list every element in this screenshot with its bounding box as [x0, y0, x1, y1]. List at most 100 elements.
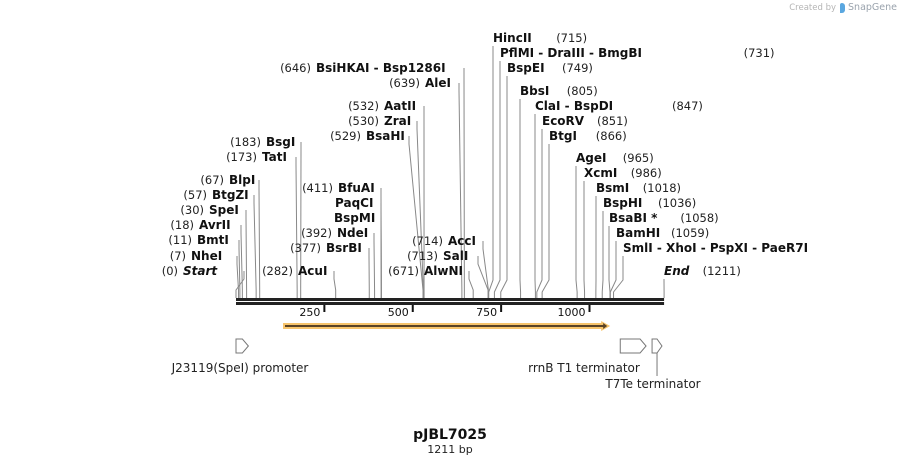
site-name: SpeI: [209, 203, 239, 217]
restriction-site[interactable]: SpeI (30): [180, 203, 238, 217]
restriction-site[interactable]: BsrBI (377): [290, 241, 362, 255]
restriction-site[interactable]: BsaBI * (1058): [609, 211, 719, 225]
restriction-site[interactable]: BamHI (1059): [616, 226, 709, 240]
restriction-site[interactable]: BspMI: [334, 211, 375, 225]
restriction-site[interactable]: BspEI (749): [507, 61, 593, 75]
site-position: (1018): [643, 181, 681, 195]
restriction-site[interactable]: BmtI (11): [168, 233, 228, 247]
site-position: (749): [562, 61, 593, 75]
site-name: BsaBI *: [609, 211, 658, 225]
site-position: (851): [597, 114, 628, 128]
restriction-site[interactable]: Start (0): [162, 264, 219, 278]
restriction-site[interactable]: BlpI (67): [200, 173, 255, 187]
site-leader-line: [295, 157, 298, 298]
terminator-feature[interactable]: rrnB T1 terminator: [528, 338, 647, 375]
site-name: TatI: [262, 150, 287, 164]
site-leader-line: [236, 256, 239, 298]
terminator-feature[interactable]: T7Te terminator: [604, 338, 701, 391]
restriction-site[interactable]: BsgI (183): [230, 135, 295, 149]
restriction-site[interactable]: AcuI (282): [262, 264, 327, 278]
site-position: (0): [162, 264, 178, 278]
ruler-tick-label: 1000: [558, 306, 586, 319]
restriction-site[interactable]: BtgZI (57): [183, 188, 248, 202]
site-name: BsrBI: [326, 241, 362, 255]
site-position: (530): [348, 114, 379, 128]
site-leader-line: [493, 61, 501, 298]
restriction-site[interactable]: BtgI (866): [549, 129, 627, 143]
site-leader-line: [609, 241, 617, 298]
restriction-site[interactable]: BfuAI (411): [302, 181, 375, 195]
site-name: AvrII: [199, 218, 231, 232]
restriction-site[interactable]: AleI (639): [389, 76, 451, 90]
site-name: AgeI: [576, 151, 606, 165]
restriction-site[interactable]: NheI (7): [170, 249, 223, 263]
site-name: XcmI: [584, 166, 617, 180]
promoter-arrow-icon: [235, 338, 250, 354]
backbone-top-strand: [236, 298, 665, 301]
bp-ruler: 250 500 750 1000: [299, 305, 591, 319]
site-name: HincII: [493, 31, 532, 45]
restriction-site[interactable]: HincII (715): [493, 31, 587, 45]
site-position: (866): [596, 129, 627, 143]
site-name: AatII: [384, 99, 416, 113]
restriction-site[interactable]: AgeI (965): [576, 151, 654, 165]
site-name: ZraI: [384, 114, 411, 128]
site-name: AcuI: [298, 264, 327, 278]
orf-arrow-line[interactable]: [285, 323, 608, 329]
site-position: (67): [200, 173, 224, 187]
restriction-site[interactable]: BsmI (1018): [596, 181, 681, 195]
restriction-site[interactable]: PflMI - DraIII - BmgBI (731): [500, 46, 775, 60]
ruler-tick-label: 750: [476, 306, 497, 319]
restriction-site[interactable]: SmlI - XhoI - PspXI - PaeR7I(1068): [623, 241, 901, 255]
restriction-site[interactable]: PaqCI: [335, 196, 373, 210]
site-position: (30): [180, 203, 204, 217]
site-position: (57): [183, 188, 207, 202]
site-leader-lines: [235, 46, 665, 298]
site-name: NheI: [191, 249, 222, 263]
promoter-feature[interactable]: J23119(SpeI) promoter: [171, 338, 309, 375]
site-name: BfuAI: [338, 181, 375, 195]
site-name: PaqCI: [335, 196, 373, 210]
site-leader-line: [238, 240, 241, 298]
site-name: BtgZI: [212, 188, 249, 202]
site-position: (1211): [703, 264, 741, 278]
restriction-site[interactable]: BsaHI (529): [330, 129, 405, 143]
restriction-site[interactable]: ZraI (530): [348, 114, 411, 128]
restriction-site[interactable]: AlwNI (671): [388, 264, 463, 278]
restriction-site[interactable]: AatII (532): [348, 99, 416, 113]
terminator-arrow-icon: [619, 338, 647, 354]
restriction-site[interactable]: BsiHKAI - Bsp1286I (646): [280, 61, 446, 75]
site-name: BamHI: [616, 226, 660, 240]
restriction-site[interactable]: TatI (173): [226, 150, 287, 164]
restriction-site[interactable]: BbsI (805): [520, 84, 598, 98]
snapgene-logo-icon: [840, 2, 846, 13]
restriction-site[interactable]: SalI (713): [407, 249, 468, 263]
site-name: BsgI: [266, 135, 295, 149]
site-name: BtgI: [549, 129, 577, 143]
restriction-site[interactable]: NdeI (392): [301, 226, 368, 240]
dna-backbone: [236, 298, 665, 305]
site-leader-line: [333, 271, 337, 298]
site-name: BsaHI: [366, 129, 405, 143]
feature-label: T7Te terminator: [604, 377, 700, 391]
site-name: ClaI - BspDI: [535, 99, 613, 113]
site-position: (1059): [671, 226, 709, 240]
site-position: (671): [388, 264, 419, 278]
restriction-site[interactable]: ClaI - BspDI (847): [535, 99, 703, 113]
site-leader-line: [583, 181, 586, 298]
restriction-site[interactable]: BspHI (1036): [603, 196, 696, 210]
site-position: (646): [280, 61, 311, 75]
feature-annotations: J23119(SpeI) promoter rrnB T1 terminator T…: [171, 338, 701, 391]
restriction-site[interactable]: AccI (714): [412, 234, 476, 248]
site-name: NdeI: [337, 226, 368, 240]
restriction-site[interactable]: EcoRV (851): [542, 114, 628, 128]
restriction-site[interactable]: AvrII (18): [170, 218, 230, 232]
restriction-site[interactable]: XcmI (986): [584, 166, 662, 180]
site-name: SalI: [443, 249, 468, 263]
ruler-tick: [411, 305, 414, 312]
site-name: End: [664, 264, 690, 278]
restriction-site[interactable]: End (1211): [664, 264, 741, 278]
site-leader-line: [458, 83, 463, 298]
site-name: BspMI: [334, 211, 375, 225]
